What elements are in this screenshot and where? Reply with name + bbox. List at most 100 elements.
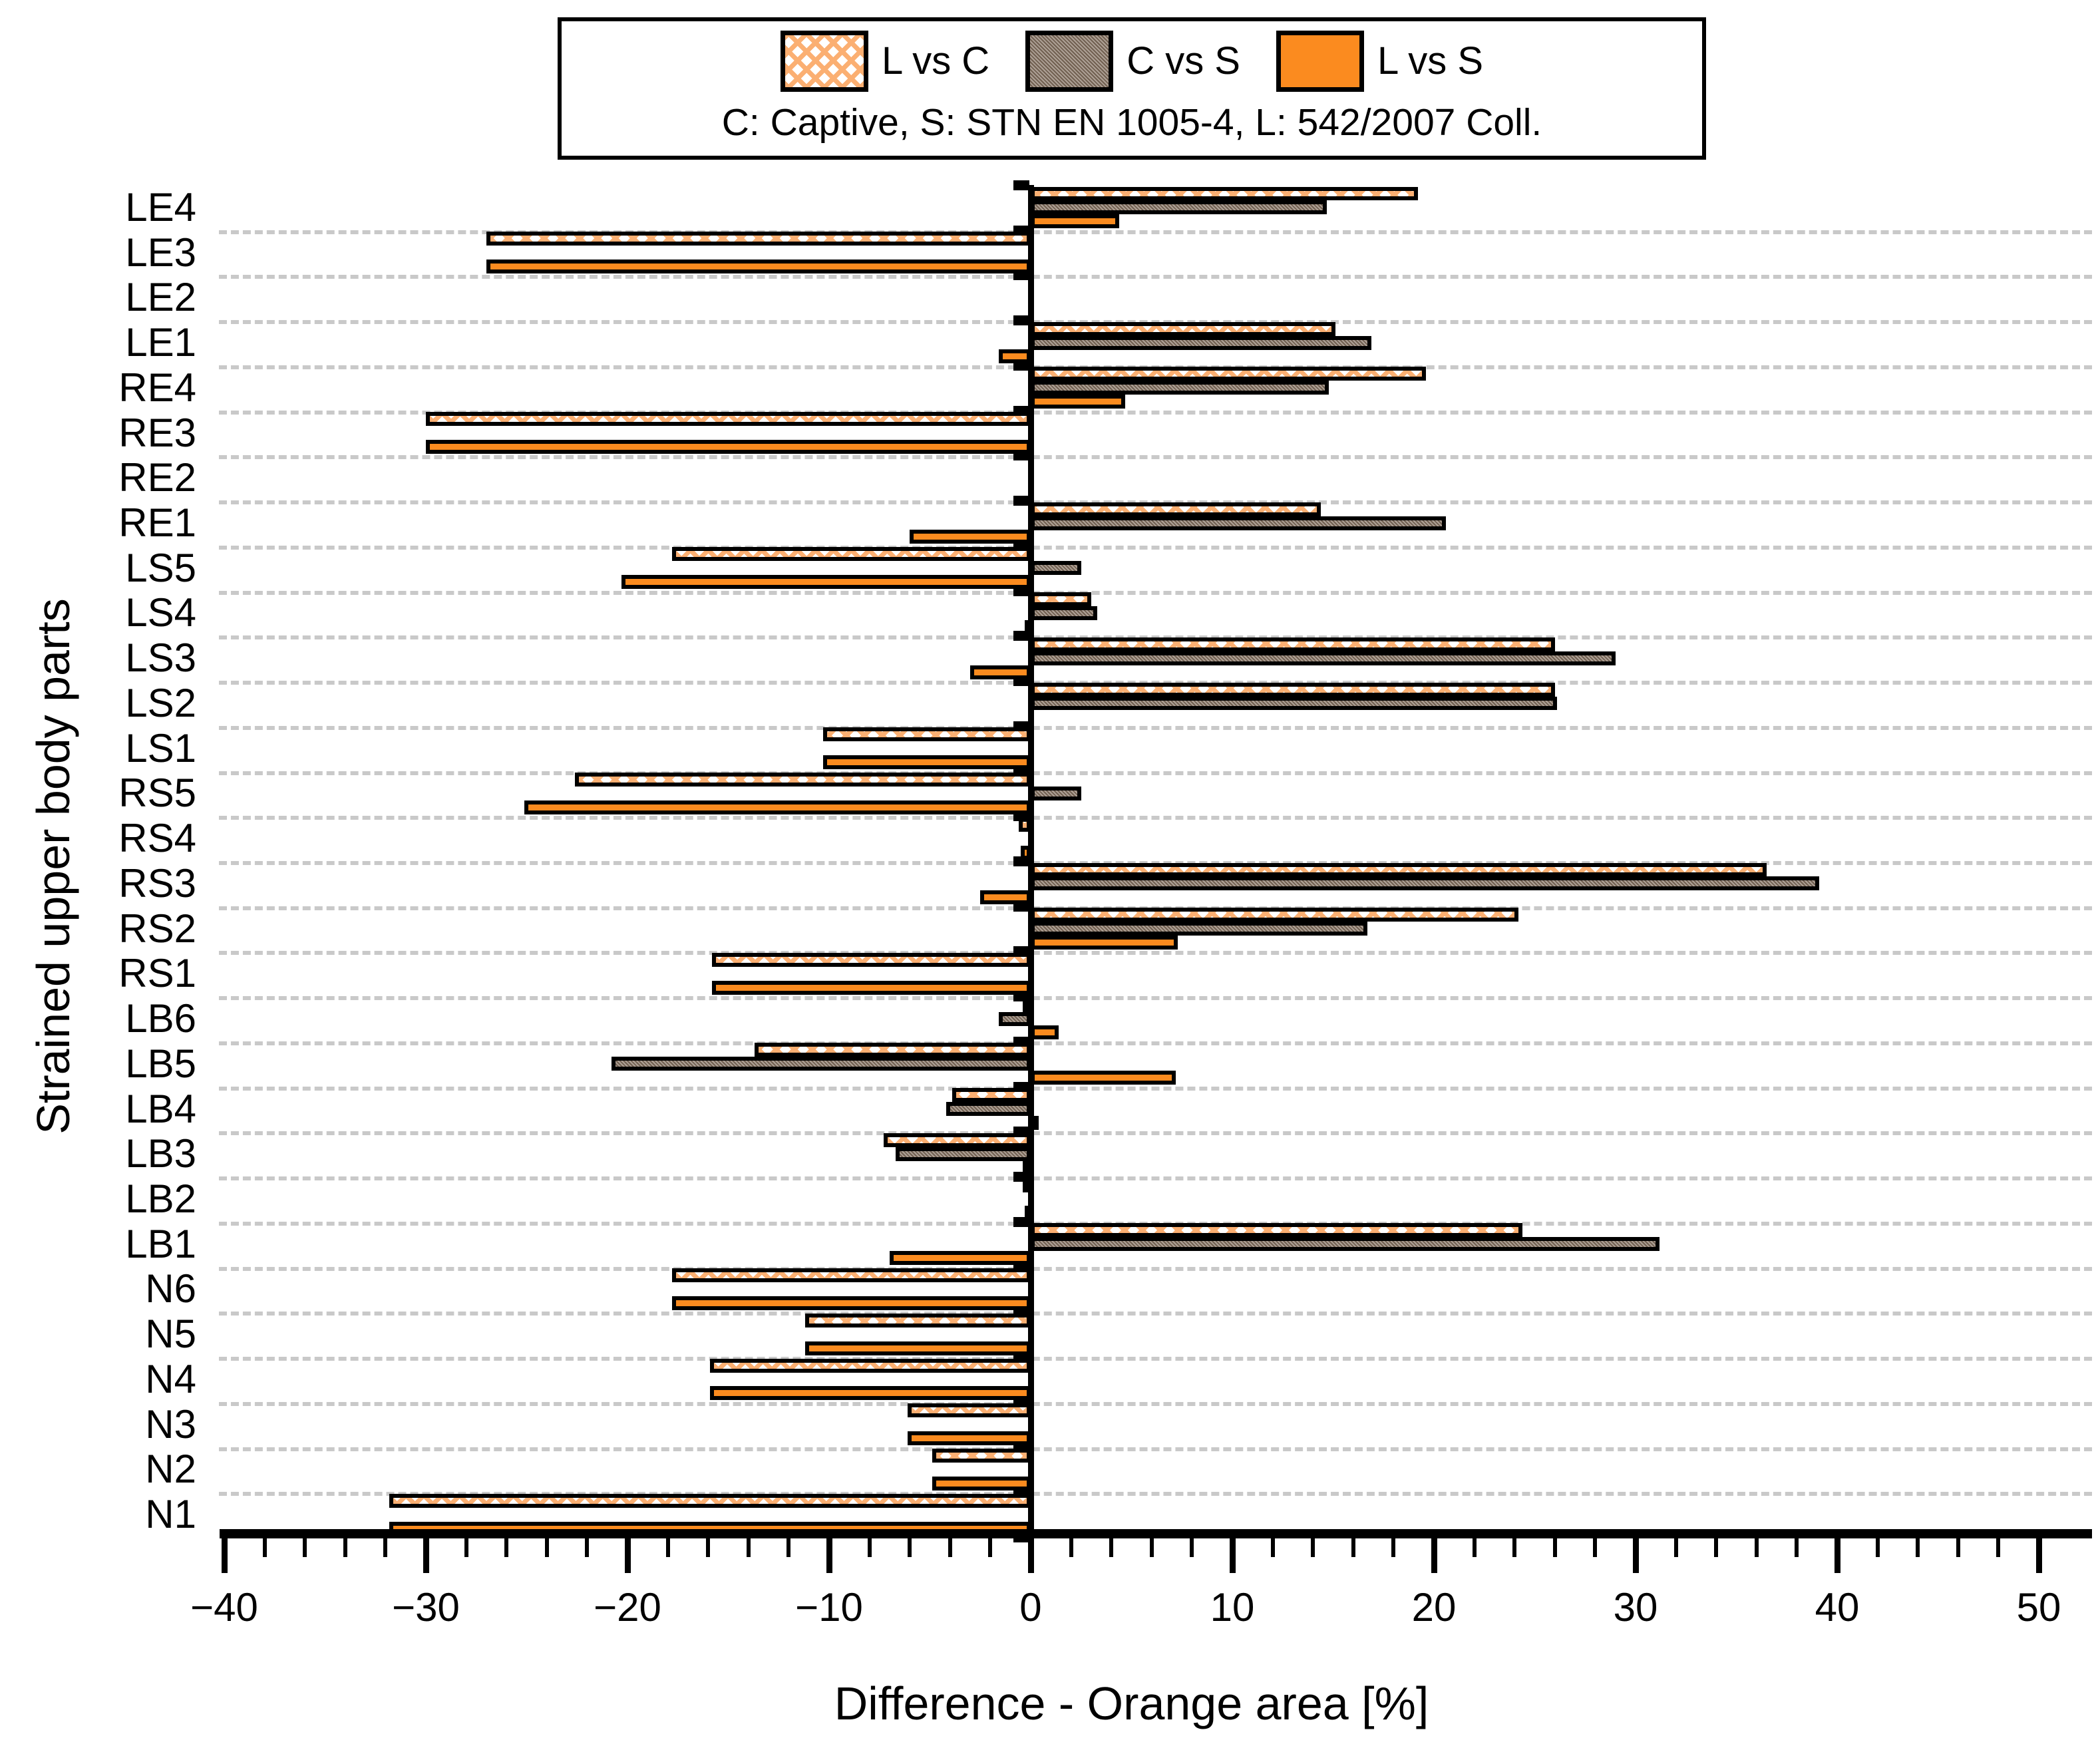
gridline: [219, 455, 2092, 460]
y-axis-label-lb1: LB1: [125, 1221, 196, 1266]
bar-lb2-l-vs-s: [1024, 1206, 1033, 1220]
x-major-tick: [826, 1538, 832, 1573]
y-axis-label-re2: RE2: [118, 455, 196, 500]
bar-rs3-l-vs-c: [1030, 862, 1767, 877]
x-tick-label: 40: [1815, 1585, 1860, 1630]
gridline: [219, 1401, 2092, 1406]
bar-lb6-c-vs-s: [998, 1011, 1031, 1026]
x-tick-label: 50: [2016, 1585, 2061, 1630]
y-axis-tick: [1013, 180, 1029, 190]
gridline: [219, 230, 2092, 234]
bar-n2-l-vs-c: [932, 1449, 1031, 1463]
y-axis-label-re3: RE3: [118, 410, 196, 455]
x-major-tick: [1431, 1538, 1437, 1573]
x-minor-tick: [1069, 1538, 1073, 1557]
bar-le3-l-vs-s: [486, 260, 1031, 273]
bar-n6-l-vs-c: [671, 1268, 1031, 1283]
y-axis-tick: [1013, 496, 1029, 506]
gridline: [219, 590, 2092, 595]
bar-ls4-l-vs-c: [1030, 592, 1091, 607]
y-axis-label-ls5: LS5: [125, 545, 196, 590]
x-minor-tick: [786, 1538, 791, 1557]
bar-n3-l-vs-c: [908, 1403, 1031, 1418]
y-axis-label-n3: N3: [145, 1401, 196, 1447]
y-axis-label-lb3: LB3: [125, 1131, 196, 1176]
bar-rs5-l-vs-c: [575, 773, 1031, 787]
x-minor-tick: [1875, 1538, 1880, 1557]
y-axis-label-lb6: LB6: [125, 996, 196, 1041]
legend-item-l-vs-c: L vs C: [780, 31, 990, 92]
x-minor-tick: [1593, 1538, 1598, 1557]
bar-lb6-l-vs-c: [1022, 997, 1031, 1012]
y-axis-label-n4: N4: [145, 1356, 196, 1401]
gridline: [219, 410, 2092, 415]
bar-rs1-l-vs-c: [712, 952, 1031, 967]
x-major-tick: [1027, 1538, 1034, 1573]
bar-rs5-l-vs-s: [524, 800, 1031, 814]
bar-re1-l-vs-c: [1030, 502, 1321, 516]
y-axis-label-rs2: RS2: [118, 906, 196, 951]
bar-rs2-l-vs-s: [1030, 936, 1178, 950]
gridline: [219, 771, 2092, 775]
x-minor-tick: [867, 1538, 872, 1557]
x-minor-tick: [1512, 1538, 1517, 1557]
x-major-tick: [222, 1538, 228, 1573]
x-tick-label: −10: [795, 1585, 863, 1630]
x-minor-tick: [1552, 1538, 1557, 1557]
y-axis-label-n1: N1: [145, 1492, 196, 1537]
x-minor-tick: [1673, 1538, 1678, 1557]
y-axis-label-ls1: LS1: [125, 725, 196, 771]
bar-lb1-c-vs-s: [1030, 1237, 1660, 1252]
bar-re4-l-vs-s: [1030, 395, 1126, 409]
x-minor-tick: [1391, 1538, 1396, 1557]
bar-n4-l-vs-c: [710, 1358, 1031, 1373]
bar-rs5-c-vs-s: [1030, 786, 1081, 800]
bar-lb4-c-vs-s: [946, 1102, 1031, 1117]
x-minor-tick: [706, 1538, 711, 1557]
bar-n5-l-vs-s: [804, 1341, 1031, 1355]
y-axis-label-le2: LE2: [125, 275, 196, 320]
legend-swatch-brown: [1025, 31, 1114, 92]
x-tick-label: 20: [1411, 1585, 1457, 1630]
x-minor-tick: [504, 1538, 509, 1557]
gridline: [219, 1131, 2092, 1136]
bar-re3-l-vs-c: [425, 412, 1031, 427]
x-minor-tick: [1149, 1538, 1154, 1557]
x-minor-tick: [665, 1538, 670, 1557]
bar-lb1-l-vs-c: [1030, 1223, 1523, 1238]
legend-swatch-crosshatch: [780, 31, 868, 92]
bar-le1-l-vs-c: [1030, 321, 1335, 336]
x-minor-tick: [746, 1538, 751, 1557]
x-minor-tick: [1714, 1538, 1719, 1557]
bar-ls3-l-vs-s: [970, 665, 1031, 679]
x-tick-label: 0: [1019, 1585, 1042, 1630]
x-minor-tick: [1311, 1538, 1315, 1557]
bar-lb3-c-vs-s: [895, 1147, 1031, 1161]
bar-rs2-l-vs-c: [1030, 908, 1519, 922]
bar-n6-l-vs-s: [671, 1296, 1031, 1310]
x-major-tick: [1230, 1538, 1236, 1573]
y-axis-label-ls4: LS4: [125, 590, 196, 635]
bar-le1-c-vs-s: [1030, 335, 1372, 350]
x-minor-tick: [948, 1538, 952, 1557]
bar-re3-l-vs-s: [425, 439, 1031, 454]
bar-ls5-l-vs-s: [621, 575, 1031, 590]
y-axis-label-le3: LE3: [125, 230, 196, 275]
y-axis-label-rs1: RS1: [118, 951, 196, 996]
gridline: [219, 545, 2092, 550]
x-minor-tick: [908, 1538, 912, 1557]
gridline: [219, 816, 2092, 820]
bar-re1-c-vs-s: [1030, 516, 1447, 530]
gridline: [219, 1447, 2092, 1451]
x-minor-tick: [1270, 1538, 1275, 1557]
bar-ls4-l-vs-s: [1024, 619, 1033, 634]
gridline: [219, 725, 2092, 730]
legend-swatch-orange: [1276, 31, 1364, 92]
bar-lb3-l-vs-c: [883, 1133, 1031, 1147]
x-minor-tick: [1996, 1538, 2001, 1557]
gridline: [219, 1086, 2092, 1091]
y-axis-label-re1: RE1: [118, 500, 196, 545]
legend-label: L vs C: [881, 39, 990, 83]
x-minor-tick: [303, 1538, 307, 1557]
